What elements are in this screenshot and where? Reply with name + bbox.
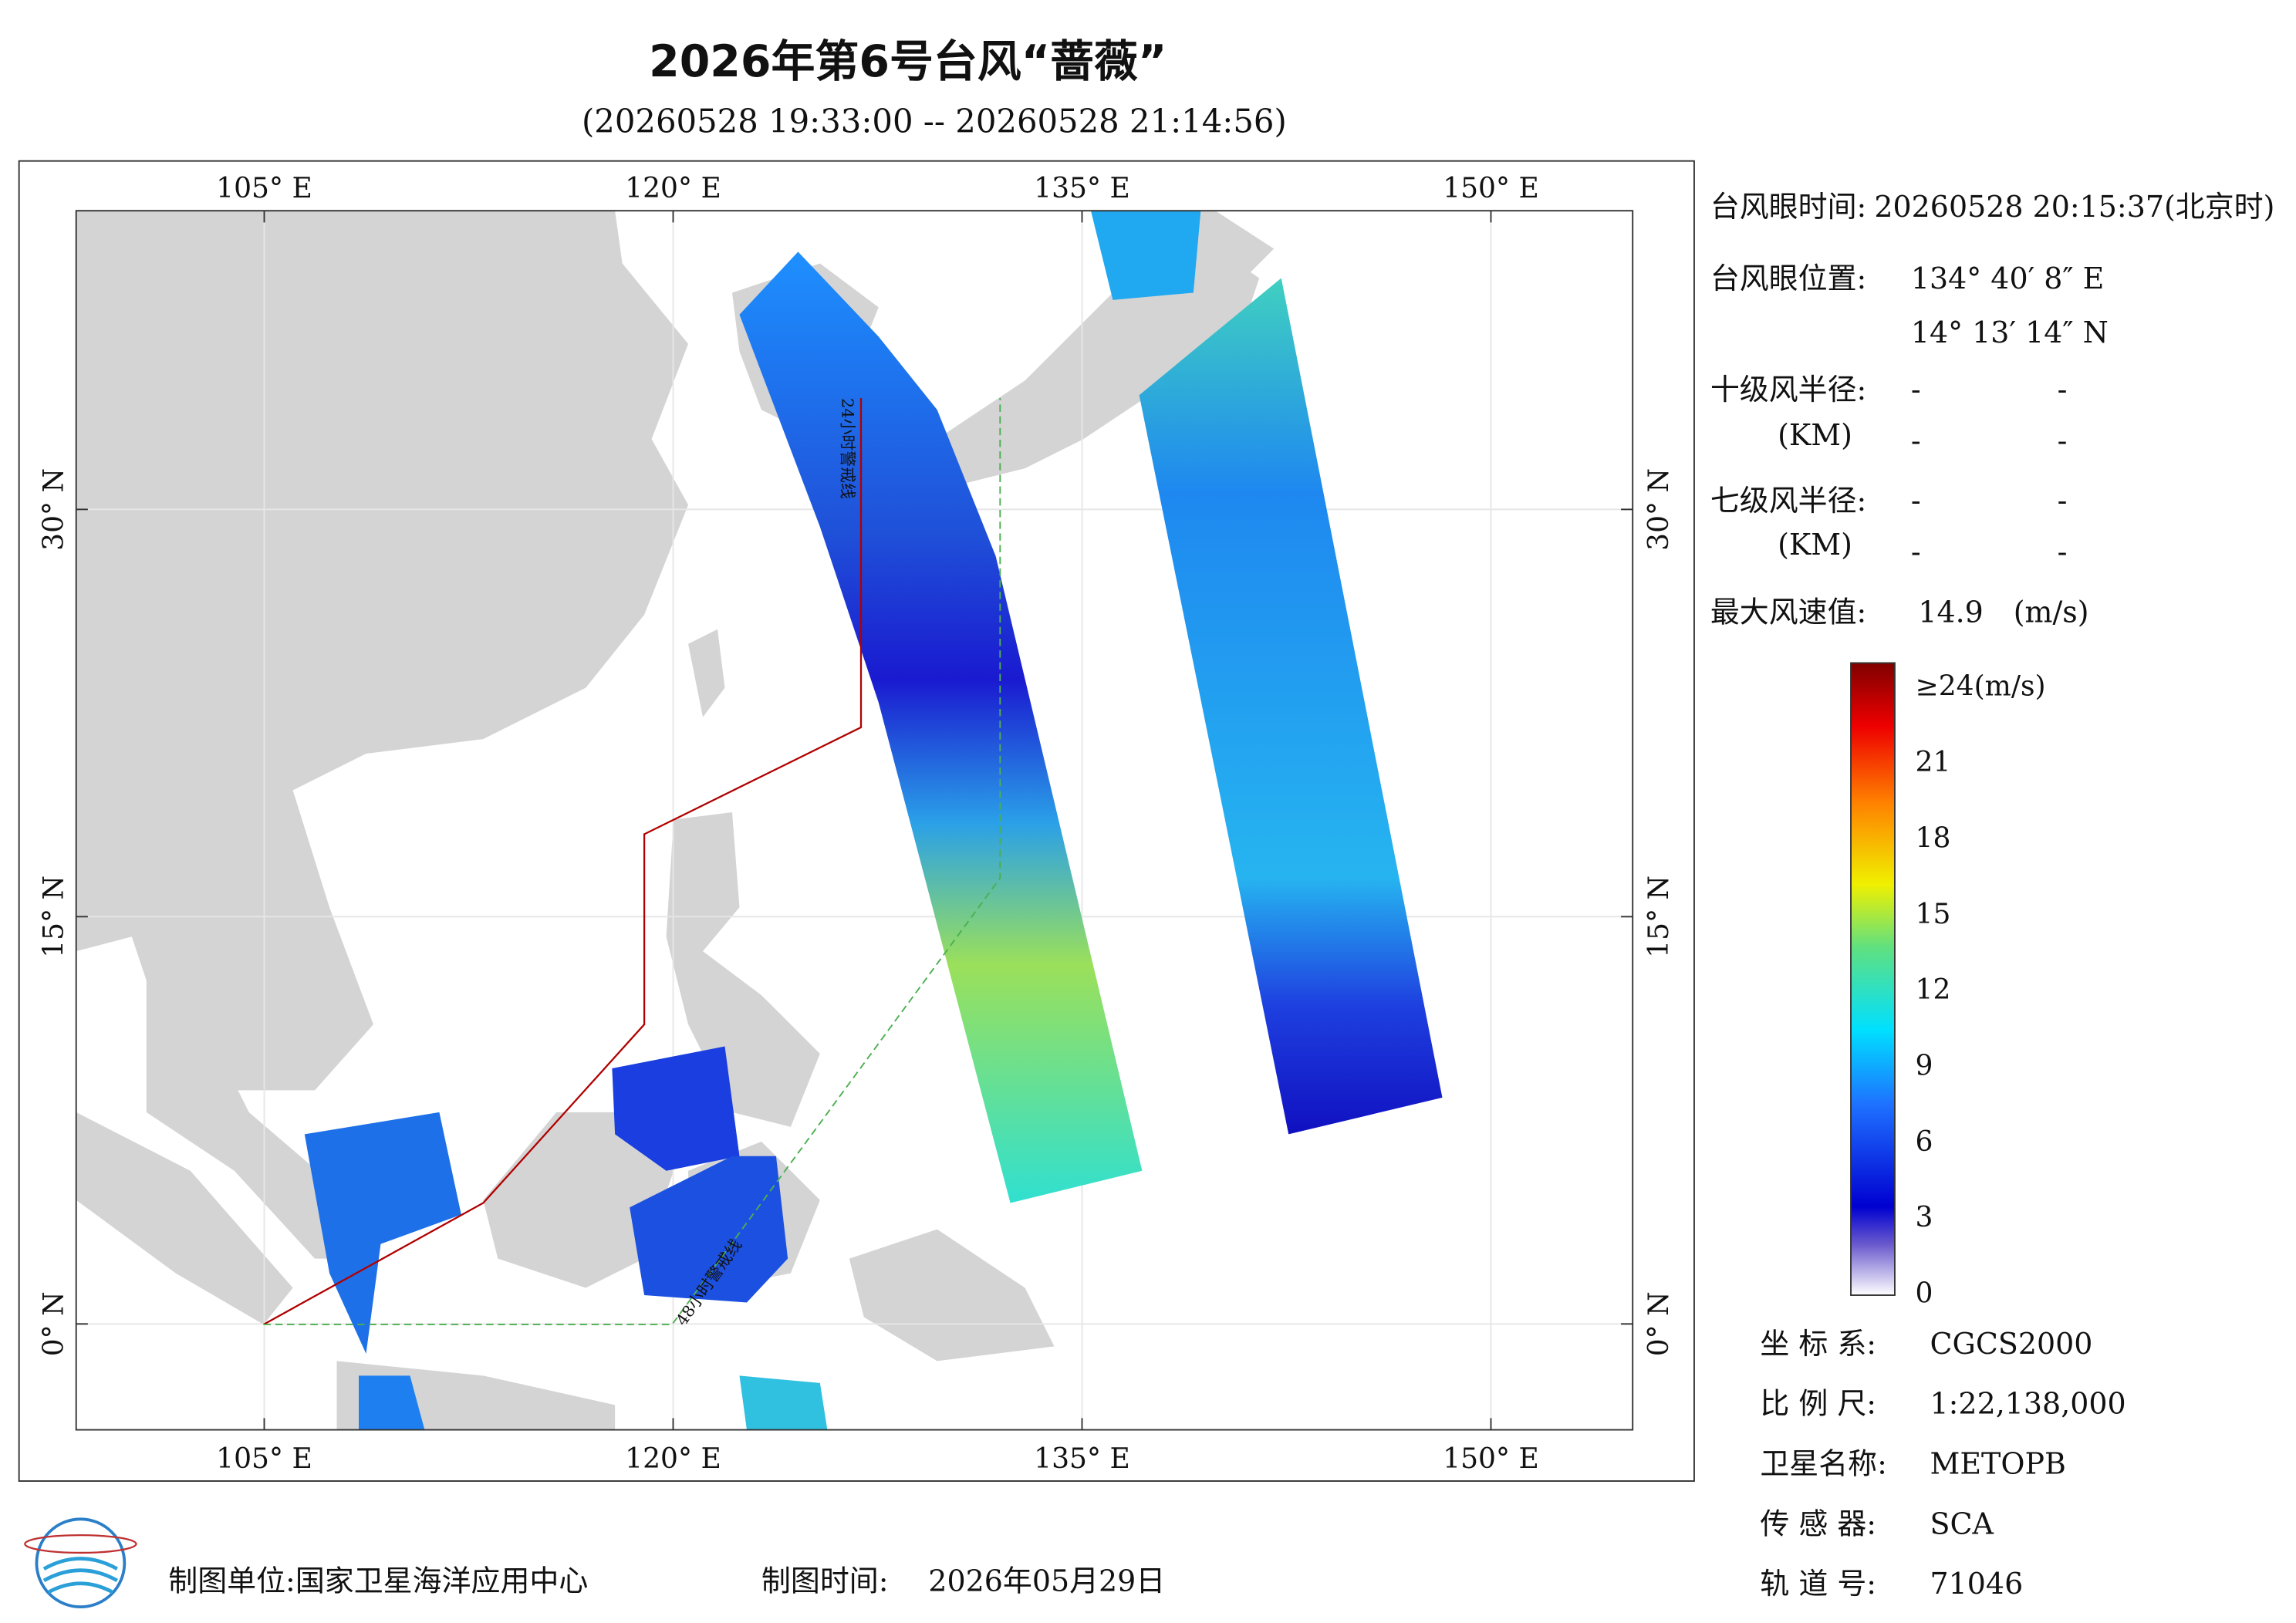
lon-tick-label: 150° E xyxy=(1443,172,1539,204)
footer-time-label: 制图时间: xyxy=(761,1564,889,1598)
r7-unit: (KM) xyxy=(1778,528,1852,562)
lat-tick-label: 15° N xyxy=(1643,876,1675,958)
colorbar-top-label: ≥24(m/s) xyxy=(1916,670,2046,703)
lat-tick-label: 0° N xyxy=(38,1291,70,1356)
lon-tick-label: 135° E xyxy=(1034,1442,1130,1475)
swath-5 xyxy=(612,1046,740,1171)
footer-time: 2026年05月29日 xyxy=(928,1564,1165,1598)
meta-label: 比 例 尺: xyxy=(1760,1387,1876,1421)
subtitle: (20260528 19:33:00 -- 20260528 21:14:56) xyxy=(582,103,1287,140)
meta-value: METOPB xyxy=(1930,1447,2066,1481)
r10-label: 十级风半径: xyxy=(1710,373,1867,407)
swath-1 xyxy=(739,251,1143,1203)
colorbar-tick-label: 3 xyxy=(1916,1201,1933,1233)
r10-value: - xyxy=(1911,373,1921,407)
swath-2 xyxy=(1139,278,1443,1135)
footer-unit: 制图单位:国家卫星海洋应用中心 xyxy=(168,1564,588,1598)
lon-tick-label: 105° E xyxy=(216,172,312,204)
title: 2026年第6号台风“蔷薇” xyxy=(649,36,1167,87)
lon-tick-label: 120° E xyxy=(625,1442,721,1475)
meta-value: 71046 xyxy=(1930,1567,2024,1601)
colorbar-tick-label: 21 xyxy=(1916,746,1951,778)
eye-position-label: 台风眼位置: xyxy=(1710,262,1867,295)
max-wind-label: 最大风速值: xyxy=(1710,595,1867,629)
r7-value: - xyxy=(2058,535,2068,569)
r10-value: - xyxy=(1911,423,1921,457)
meta-label: 传 感 器: xyxy=(1760,1507,1876,1540)
meta-value: 1:22,138,000 xyxy=(1930,1387,2126,1421)
r7-value: - xyxy=(2058,484,2068,518)
meta-value: CGCS2000 xyxy=(1930,1327,2093,1361)
meta-label: 轨 道 号: xyxy=(1760,1567,1876,1601)
meta-label: 卫星名称: xyxy=(1760,1447,1887,1481)
lat-tick-label: 0° N xyxy=(1643,1291,1675,1356)
eye-time-label: 台风眼时间: xyxy=(1710,190,1867,224)
max-wind-unit: (m/s) xyxy=(2014,595,2089,629)
warning-line-24h xyxy=(263,398,863,1325)
colorbar-tick-label: 9 xyxy=(1916,1049,1933,1081)
colorbar xyxy=(1850,662,1896,1296)
colorbar-tick-label: 12 xyxy=(1916,973,1951,1006)
colorbar-tick-label: 15 xyxy=(1916,898,1951,930)
colorbar-tick-label: 0 xyxy=(1916,1277,1933,1310)
eye-lon: 134° 40′ 8″ E xyxy=(1911,262,2105,295)
map-frame xyxy=(18,160,1695,1482)
eye-lat: 14° 13′ 14″ N xyxy=(1911,315,2109,349)
r10-unit: (KM) xyxy=(1778,418,1852,452)
annotation-24h: 24小时警戒线 xyxy=(839,398,857,499)
r7-value: - xyxy=(1911,484,1921,518)
map-area: 24小时警戒线 48小时警戒线 xyxy=(76,211,1633,1430)
eye-time: 20260528 20:15:37(北京时) xyxy=(1874,190,2274,224)
r7-value: - xyxy=(1911,535,1921,569)
meta-value: SCA xyxy=(1930,1507,1994,1540)
swath-8 xyxy=(739,1375,828,1430)
colorbar-tick-label: 18 xyxy=(1916,822,1951,854)
lat-tick-label: 15° N xyxy=(38,876,70,958)
r10-value: - xyxy=(2058,423,2068,457)
colorbar-tick-label: 6 xyxy=(1916,1125,1933,1158)
lat-tick-label: 30° N xyxy=(38,468,70,551)
swath-7 xyxy=(359,1375,425,1430)
lon-tick-label: 135° E xyxy=(1034,172,1130,204)
lon-tick-label: 120° E xyxy=(625,172,721,204)
meta-label: 坐 标 系: xyxy=(1760,1327,1876,1361)
swath-6 xyxy=(630,1156,788,1303)
map-border xyxy=(75,210,1634,1431)
warning-line-48h xyxy=(263,398,1001,1325)
lon-tick-label: 150° E xyxy=(1443,1442,1539,1475)
r10-value: - xyxy=(2058,373,2068,407)
lon-tick-label: 105° E xyxy=(216,1442,312,1475)
r7-label: 七级风半径: xyxy=(1710,484,1867,518)
swath-3 xyxy=(1090,211,1201,300)
logo xyxy=(24,1517,137,1609)
lat-tick-label: 30° N xyxy=(1643,468,1675,551)
max-wind: 14.9 xyxy=(1918,595,1984,629)
swath-4 xyxy=(304,1112,461,1354)
